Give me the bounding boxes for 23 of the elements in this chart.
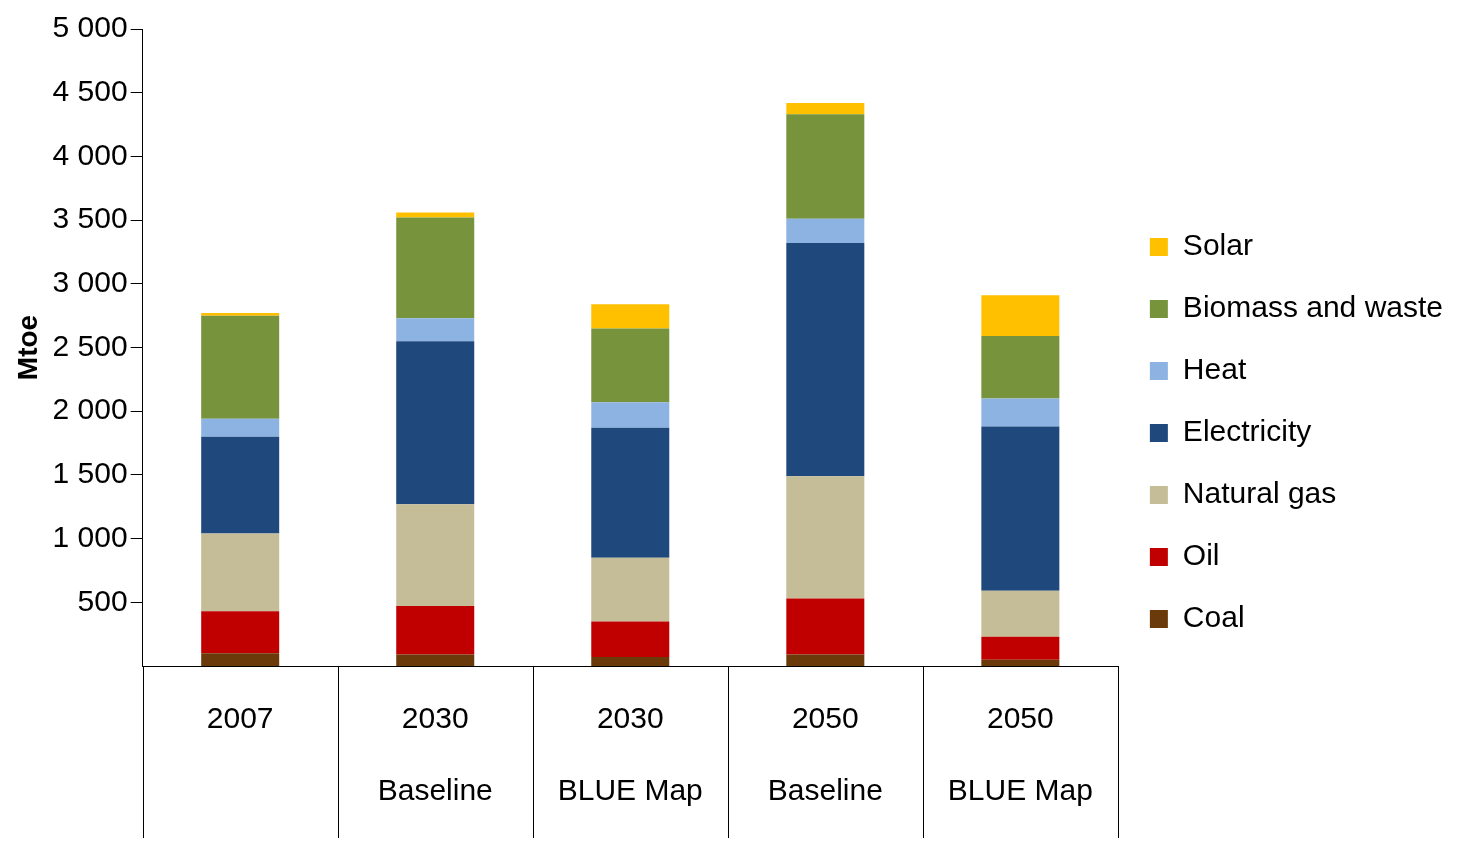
legend-label: Solar xyxy=(1182,228,1253,262)
legend-label: Biomass and waste xyxy=(1182,290,1444,324)
y-tick-label: 1 000 xyxy=(52,519,128,553)
y-tick-label: 5 000 xyxy=(52,10,128,44)
y-tick-label: 4 500 xyxy=(52,73,128,107)
legend-label: Oil xyxy=(1182,538,1220,572)
y-tick-label: 4 000 xyxy=(52,137,128,171)
category-label: 2050 BLUE Map xyxy=(947,701,1093,807)
y-tick-label: 2 000 xyxy=(52,392,128,426)
y-tick-label: 3 500 xyxy=(52,201,128,235)
legend-label: Natural gas xyxy=(1182,476,1337,510)
y-tick-label: 1 500 xyxy=(52,456,128,490)
y-tick-label: 2 500 xyxy=(52,328,128,362)
legend-label: Coal xyxy=(1182,600,1245,634)
y-tick-label: 3 000 xyxy=(52,265,128,299)
y-tick-label: 500 xyxy=(77,583,128,617)
x-tick-label: 2007 xyxy=(206,701,274,735)
category-label: 2030 BLUE Map xyxy=(557,701,703,807)
legend-label: Electricity xyxy=(1182,414,1312,448)
category-label: 2050 Baseline xyxy=(767,701,883,807)
category-label: 2030 Baseline xyxy=(377,701,493,807)
legend-label: Heat xyxy=(1182,352,1247,386)
y-axis-title: Mtoe xyxy=(11,314,43,381)
